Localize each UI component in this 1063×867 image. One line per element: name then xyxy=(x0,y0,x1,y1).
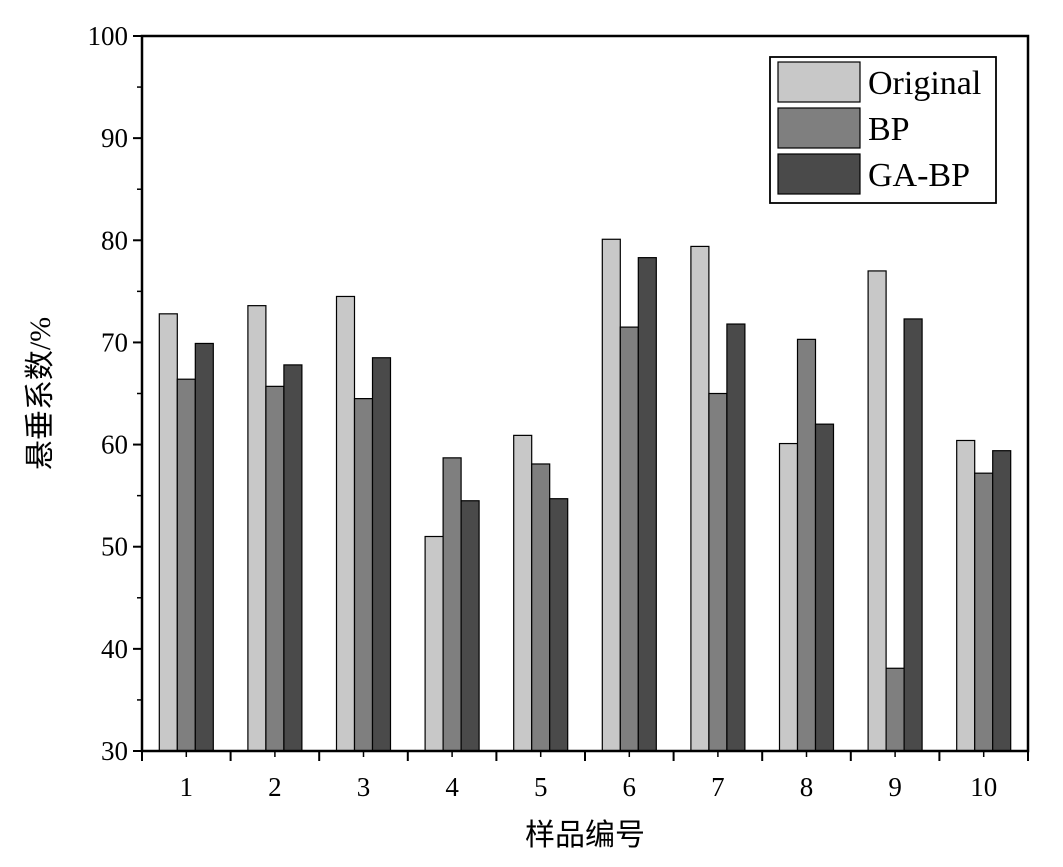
y-axis-title: 悬垂系数/% xyxy=(24,317,57,470)
bar-original-5 xyxy=(513,434,533,752)
legend-swatch xyxy=(777,153,861,195)
bar-bp-10 xyxy=(974,472,994,752)
bar-original-9 xyxy=(867,270,887,752)
legend-label: GA-BP xyxy=(868,157,970,194)
x-tick-label: 7 xyxy=(711,772,725,802)
bar-ga-bp-6 xyxy=(637,257,657,752)
x-tick-label: 9 xyxy=(888,772,902,802)
bar-original-8 xyxy=(778,442,799,752)
y-tick-label: 60 xyxy=(101,430,128,460)
bar-ga-bp-3 xyxy=(371,357,392,752)
bar-ga-bp-5 xyxy=(549,498,569,752)
bar-bp-9 xyxy=(885,667,905,752)
y-tick-label: 50 xyxy=(101,532,128,562)
bar-bp-5 xyxy=(531,463,551,752)
bar-original-1 xyxy=(158,313,178,752)
bar-ga-bp-4 xyxy=(460,500,480,752)
x-tick-label: 4 xyxy=(445,772,459,802)
bar-bp-6 xyxy=(619,326,639,752)
bar-ga-bp-9 xyxy=(903,318,923,752)
x-axis-ticks: 1 2 3 4 5 6 7 8 9 10 xyxy=(141,751,1029,802)
y-tick-label: 30 xyxy=(101,736,128,766)
bar-bp-8 xyxy=(796,338,817,752)
legend-label: BP xyxy=(868,111,910,148)
bar-original-3 xyxy=(335,295,356,752)
bar-ga-bp-1 xyxy=(194,342,214,752)
legend-swatch xyxy=(777,107,861,149)
x-tick-label: 6 xyxy=(623,772,637,802)
legend-label: Original xyxy=(868,65,981,102)
bar-original-4 xyxy=(424,535,444,752)
bar-ga-bp-2 xyxy=(283,364,303,752)
y-axis-ticks: 30 40 50 60 70 80 90 100 xyxy=(88,21,142,766)
x-tick-label: 8 xyxy=(800,772,814,802)
x-axis-title: 样品编号 xyxy=(525,819,645,852)
bar-bp-1 xyxy=(176,378,196,752)
bar-original-6 xyxy=(601,238,621,752)
x-tick-label: 2 xyxy=(268,772,282,802)
x-tick-label: 3 xyxy=(357,772,371,802)
bar-original-2 xyxy=(247,305,267,752)
legend-swatch xyxy=(777,61,861,103)
x-tick-label: 10 xyxy=(970,772,997,802)
legend: Original BP GA-BP xyxy=(769,56,997,204)
bar-original-10 xyxy=(956,439,976,752)
bar-original-7 xyxy=(690,245,710,752)
bar-ga-bp-10 xyxy=(992,450,1012,752)
bar-ga-bp-7 xyxy=(726,323,746,752)
y-tick-label: 90 xyxy=(101,123,128,153)
y-tick-label: 40 xyxy=(101,634,128,664)
bar-ga-bp-8 xyxy=(814,423,835,752)
bar-bp-2 xyxy=(265,385,285,752)
x-tick-label: 5 xyxy=(534,772,548,802)
y-tick-label: 80 xyxy=(101,225,128,255)
bar-bp-3 xyxy=(353,398,374,752)
x-tick-label: 1 xyxy=(180,772,194,802)
bar-bp-7 xyxy=(708,392,728,752)
bars xyxy=(158,238,1012,752)
y-tick-label: 70 xyxy=(101,327,128,357)
bar-bp-4 xyxy=(442,457,462,752)
y-tick-label: 100 xyxy=(88,21,129,51)
